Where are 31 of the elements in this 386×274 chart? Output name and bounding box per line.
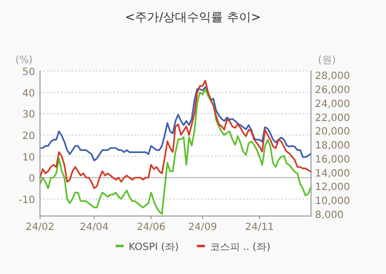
- line-series: [39, 88, 312, 215]
- x-tick-label: 24/04: [80, 222, 109, 233]
- line-series: [39, 80, 312, 190]
- chart-title: <주가/상대수익률 추이>: [125, 10, 261, 24]
- y2-tick-label: 28,000: [315, 71, 350, 82]
- x-tick-label: 24/11: [245, 222, 274, 233]
- x-tick-label: 24/02: [26, 222, 54, 233]
- y2-tick-label: 24,000: [315, 98, 350, 110]
- y-tick-label: 0: [28, 174, 35, 185]
- y2-tick-label: 18,000: [315, 140, 350, 152]
- y2-tick-label: 12,000: [315, 182, 350, 194]
- y-tick-label: 30: [22, 110, 35, 121]
- y-tick-label: 50: [22, 67, 35, 78]
- y2-tick-label: 16,000: [315, 154, 350, 166]
- line-series: [39, 86, 312, 162]
- x-tick-label: 24/06: [136, 222, 166, 233]
- x-tick-label: 24/09: [188, 222, 218, 233]
- y2-tick-label: 14,000: [315, 168, 350, 180]
- y-tick-label: 20: [22, 130, 35, 142]
- y-tick-label: 10: [22, 152, 35, 164]
- legend-label: KOSPI (좌): [128, 242, 179, 253]
- y2-tick-label: 26,000: [315, 85, 350, 96]
- y2-tick-label: 10,000: [315, 196, 350, 208]
- y-tick-label: -10: [18, 194, 35, 206]
- y2-tick-label: 8,000: [315, 210, 344, 221]
- y-axis-title: (%): [15, 55, 33, 66]
- y2-tick-label: 20,000: [315, 126, 350, 138]
- legend-label: 코스피 .. (좌): [210, 242, 270, 253]
- y-tick-label: 40: [22, 88, 35, 100]
- y2-tick-label: 22,000: [315, 112, 350, 124]
- y2-axis-title: (원): [318, 55, 336, 66]
